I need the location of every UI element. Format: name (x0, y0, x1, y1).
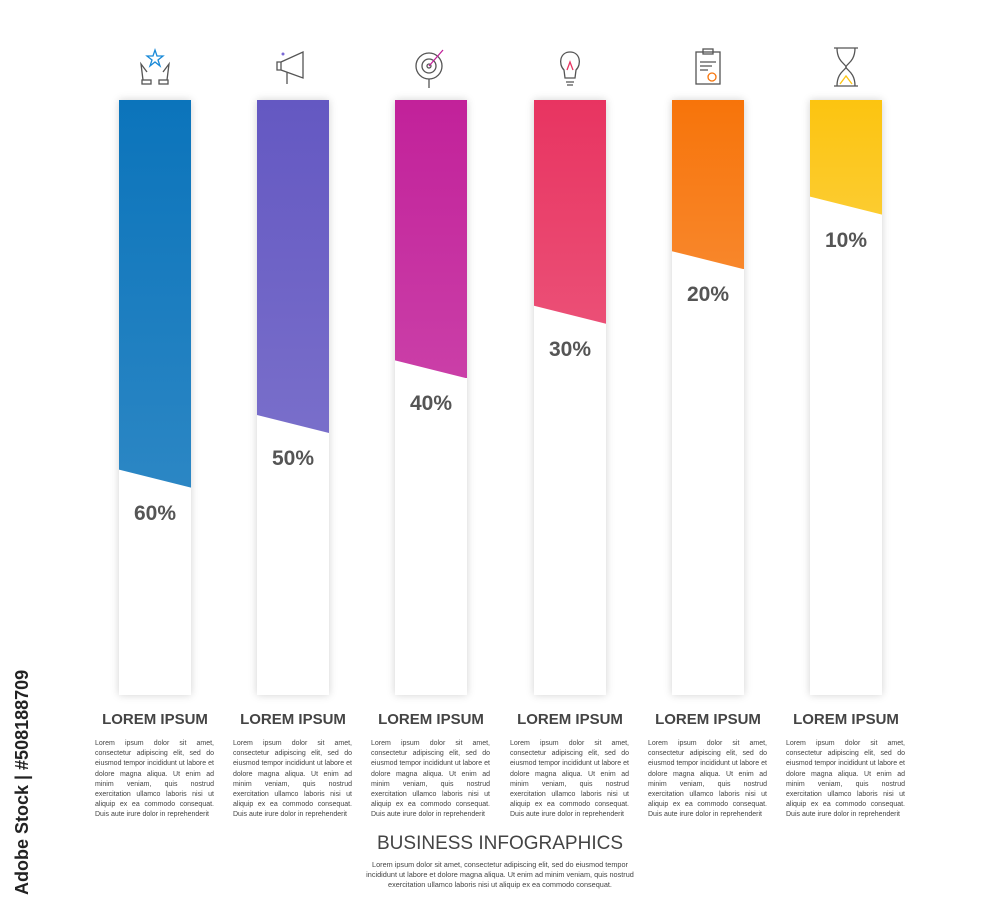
category-label: LOREM IPSUM (102, 711, 208, 728)
category-description: Lorem ipsum dolor sit amet, consectetur … (510, 740, 629, 819)
watermark: Adobe Stock | #508188709 (12, 669, 32, 895)
bar-column: 40% (395, 100, 467, 695)
category-description: Lorem ipsum dolor sit amet, consectetur … (371, 740, 490, 819)
hands-star-icon (135, 42, 175, 88)
bar-column: 30% (534, 100, 606, 695)
category-description: Lorem ipsum dolor sit amet, consectetur … (95, 740, 214, 819)
target-icon (411, 42, 451, 88)
bar-fill (395, 100, 467, 379)
chart-title: BUSINESS INFOGRAPHICS (377, 833, 623, 854)
category-label: LOREM IPSUM (793, 711, 899, 728)
category-label: LOREM IPSUM (517, 711, 623, 728)
megaphone-icon (273, 42, 313, 88)
bar-fill (810, 100, 882, 215)
hourglass-icon (826, 42, 866, 88)
category-description: Lorem ipsum dolor sit amet, consectetur … (648, 740, 767, 819)
percent-label: 20% (686, 283, 730, 307)
percent-label: 30% (548, 337, 592, 361)
category-label: LOREM IPSUM (378, 711, 484, 728)
category-description: Lorem ipsum dolor sit amet, consectetur … (786, 740, 905, 819)
bar-column: 50% (257, 100, 329, 695)
percent-label: 40% (409, 392, 453, 416)
bar-column: 10% (810, 100, 882, 695)
category-label: LOREM IPSUM (240, 711, 346, 728)
chart-subtitle: Lorem ipsum dolor sit amet, consectetur … (366, 860, 634, 889)
percent-label: 60% (133, 501, 177, 525)
bar-fill (672, 100, 744, 270)
percent-label: 50% (271, 447, 315, 470)
bar-column: 60% (119, 100, 191, 695)
category-label: LOREM IPSUM (655, 711, 761, 728)
lightbulb-icon (550, 42, 590, 88)
bar-fill (119, 100, 191, 488)
bar-fill (257, 100, 329, 433)
percent-label: 10% (824, 228, 868, 252)
bar-column: 20% (672, 100, 744, 695)
bar-fill (534, 100, 606, 324)
clipboard-icon (688, 42, 728, 88)
category-description: Lorem ipsum dolor sit amet, consectetur … (233, 740, 352, 819)
